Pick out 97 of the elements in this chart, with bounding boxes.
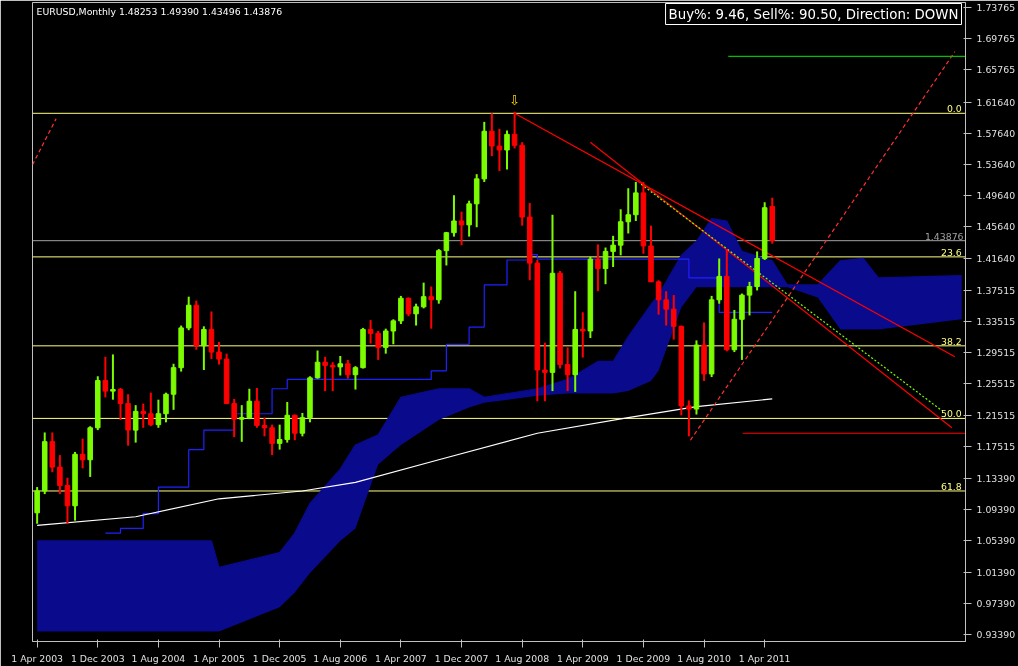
candlestick [292,413,298,442]
candlestick [458,210,465,247]
candlestick [633,180,639,222]
y-tick-label: 0.97390 [976,597,1016,609]
candlestick [216,340,222,366]
candlestick [201,325,207,372]
candlestick [155,398,162,429]
candlestick [655,279,662,316]
candlestick [602,246,609,286]
x-tick-label: 1 Dec 2003 [70,652,125,664]
annotation: 61.8 [940,480,962,492]
candlestick [269,423,275,457]
y-tick-label: 1.61640 [976,96,1016,108]
x-tick-label: 1 Aug 2008 [495,652,550,664]
chart-title: EURUSD,Monthly 1.48253 1.49390 1.43496 1.43876 [36,5,283,17]
y-tick-label: 1.09390 [976,504,1016,516]
annotation: Buy%: 9.46, Sell%: 90.50, Direction: DOWN [668,6,959,22]
candlestick [299,411,306,438]
candlestick [617,208,624,257]
y-tick-label: 1.37515 [976,284,1016,296]
y-tick-label: 1.21515 [976,409,1016,421]
y-tick-label: 1.29515 [976,347,1016,359]
candlestick [663,290,669,327]
candlestick [57,454,63,496]
candlestick [163,391,169,424]
x-tick-label: 1 Apr 2011 [738,652,791,664]
y-tick-label: 1.05390 [976,535,1016,547]
candlestick [580,311,586,359]
y-tick-label: 1.73765 [976,1,1016,13]
x-tick-label: 1 Apr 2003 [11,652,64,664]
candlestick [329,361,336,393]
candlestick [390,318,397,346]
candlestick [716,257,722,305]
candlestick [382,327,389,355]
candlestick [489,112,495,158]
candlestick [322,355,328,393]
x-tick-label: 1 Dec 2007 [434,652,489,664]
y-tick-label: 0.93390 [976,629,1016,641]
x-tick-label: 1 Aug 2010 [677,652,732,664]
candlestick [345,358,351,380]
candlestick [496,127,503,173]
candlestick [117,386,124,421]
candlestick [352,365,359,391]
y-tick-label: 1.49640 [976,190,1016,202]
candlestick [208,310,215,361]
candlestick [337,354,344,377]
candlestick [746,280,753,317]
candlestick [420,281,427,310]
candlestick [140,402,147,429]
candlestick [670,294,677,341]
annotation: ⇩ [509,92,521,108]
annotation: 0.0 [946,103,962,115]
x-tick-label: 1 Dec 2005 [252,652,307,664]
y-tick-label: 1.25515 [976,378,1016,390]
candlestick [451,194,457,238]
candlestick [595,243,601,293]
candlestick [398,294,404,325]
x-tick-label: 1 Dec 2009 [616,652,671,664]
candlestick [428,285,434,330]
candlestick [466,199,472,238]
candlestick [542,341,548,403]
annotation: 50.0 [940,408,962,420]
x-tick-label: 1 Apr 2009 [556,652,609,664]
candlestick [367,319,374,345]
x-tick-label: 1 Aug 2006 [313,652,368,664]
y-tick-label: 1.57640 [976,127,1016,139]
y-tick-label: 1.65765 [976,64,1016,76]
y-tick-label: 1.01390 [976,566,1016,578]
candlestick [34,486,40,525]
ref-line-label: 1.43876 [924,230,964,242]
candlestick [185,295,192,332]
candlestick [413,302,419,327]
candlestick [79,437,86,470]
annotation: 38.2 [940,335,962,347]
y-tick-label: 1.13390 [976,473,1016,485]
x-tick-label: 1 Apr 2005 [193,652,245,664]
candlestick [148,391,154,428]
candlestick [625,187,632,235]
candlestick [102,355,109,399]
y-tick-label: 1.53640 [976,158,1016,170]
y-tick-label: 1.45640 [976,221,1016,233]
candlestick [686,399,692,438]
candlestick [504,129,510,171]
y-tick-label: 1.41640 [976,252,1016,264]
candlestick [610,234,616,269]
annotation: 23.6 [940,246,962,258]
x-tick-label: 1 Aug 2004 [131,652,186,664]
candlestick [375,330,381,361]
candlestick [564,346,571,393]
y-tick-label: 1.17515 [976,440,1016,452]
y-tick-label: 1.33515 [976,316,1016,328]
x-tick-label: 1 Apr 2007 [375,652,427,664]
candlestick [64,476,71,525]
candlestick [110,353,116,401]
y-tick-label: 1.69765 [976,33,1016,45]
candlestick [132,404,139,444]
line-series [36,398,773,526]
